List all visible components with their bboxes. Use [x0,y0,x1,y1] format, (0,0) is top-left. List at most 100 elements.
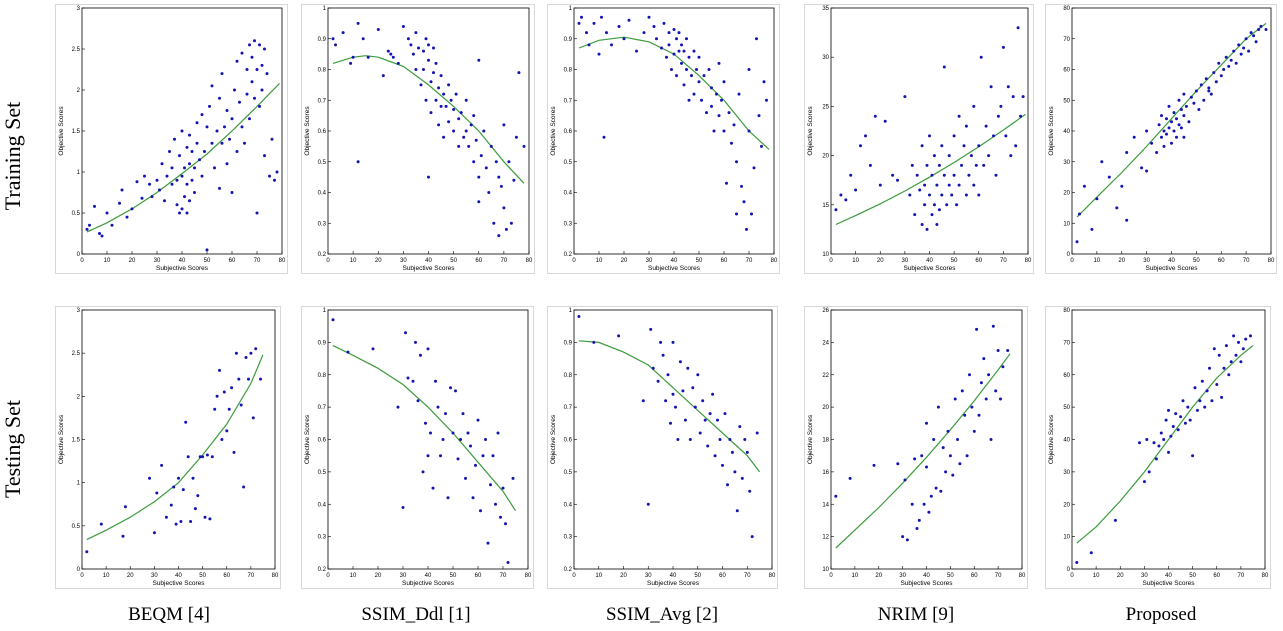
data-point [762,80,766,84]
panel-testing-beqm: 0 10 20 30 40 50 60 70 80 0 0.5 1 1.5 2 2.5 3 Subjective… [55,306,281,589]
data-point [691,386,695,390]
x-tick-label: 60 [719,573,726,579]
data-point [868,163,872,167]
data-point [685,68,688,71]
x-tick-label: 40 [670,573,677,579]
data-point [160,463,164,467]
x-tick-label: 70 [500,573,507,579]
data-point [173,137,176,141]
data-point [1195,408,1199,412]
x-tick-label: 80 [771,258,778,264]
x-tick-label: 50 [947,573,954,579]
data-point [1145,169,1149,173]
data-point [1120,184,1124,188]
column-label-ssim-ddl: SSIM_Ddl [1] [361,604,471,625]
y-tick-label: 25 [822,104,829,110]
data-point [1182,114,1186,118]
data-point [913,213,917,217]
data-point [507,160,511,164]
column-label-proposed: Proposed [1125,604,1197,625]
data-point [1181,399,1185,403]
data-point [930,213,934,217]
data-point [710,104,713,108]
x-tick-label: 60 [1213,573,1220,579]
data-point [1259,24,1263,28]
data-point [240,51,244,55]
data-point [706,444,710,448]
data-point [371,347,375,351]
data-point [722,80,726,84]
data-point [172,485,176,489]
data-point [1227,373,1231,377]
data-point [1257,28,1261,31]
x-tick-label: 30 [902,258,909,264]
data-point [1021,95,1025,99]
data-point [1229,360,1233,364]
data-point [469,444,472,448]
data-point [506,561,510,564]
fit-curve [835,113,1026,226]
data-point [220,141,224,145]
x-axis-label: Subjective Scores [156,265,209,272]
x-tick-label: 70 [254,258,261,264]
data-point [396,405,400,409]
data-point [1222,366,1226,370]
data-point [1172,111,1176,115]
data-point [896,462,900,466]
data-point [148,476,151,480]
x-tick-label: 80 [769,573,776,579]
data-point [723,412,727,416]
data-point [150,195,154,199]
panel-training-ssim-ddl: 0 10 20 30 40 50 60 70 80 0.2 0.3 0.4 0.5 0.6 0.7 0.8 0.… [301,4,535,274]
panel-testing-ssim-avg: 0 10 20 30 40 50 60 70 80 0.2 0.3 0.4 0.5 0.6 0.7 0.8 0.… [547,306,778,589]
data-point [999,397,1002,401]
data-point [710,86,713,90]
data-point [859,144,862,148]
data-point [667,31,671,35]
data-point [1154,457,1158,461]
data-point [474,138,478,142]
row-label-testing: Testing Set [0,399,25,499]
data-point [275,170,279,174]
data-point [920,223,924,226]
data-point [708,412,712,416]
data-point [454,389,457,393]
data-point [1229,58,1233,62]
data-point [244,356,248,359]
data-point [1222,68,1226,71]
data-point [872,463,876,467]
row-label-training: Training Set [0,101,25,211]
data-point [1165,132,1168,136]
data-point [401,506,405,509]
data-point [164,515,168,519]
data-point [258,104,261,108]
y-tick-label: 0.8 [564,68,573,74]
data-point [185,211,189,215]
y-tick-label: 20 [1063,502,1070,508]
data-point [913,457,917,461]
data-point [1254,40,1258,44]
data-point [666,373,670,377]
data-point [680,43,683,47]
data-point [687,98,691,102]
data-point [996,349,1000,352]
data-point [1170,120,1173,124]
data-point [381,74,385,78]
y-tick-label: 80 [1063,6,1070,12]
data-point [250,55,254,59]
data-point [361,37,365,41]
data-point [681,389,685,393]
data-point [489,144,493,148]
data-point [422,68,425,71]
data-point [479,154,483,158]
data-point [499,515,502,519]
data-point [88,223,91,227]
data-point [120,188,124,192]
data-point [512,178,516,182]
x-axis-label: Subjective Scores [402,580,455,587]
data-point [717,61,721,65]
data-point [1198,399,1202,403]
data-point [1167,408,1170,412]
data-point [1157,123,1161,127]
data-point [925,163,929,167]
